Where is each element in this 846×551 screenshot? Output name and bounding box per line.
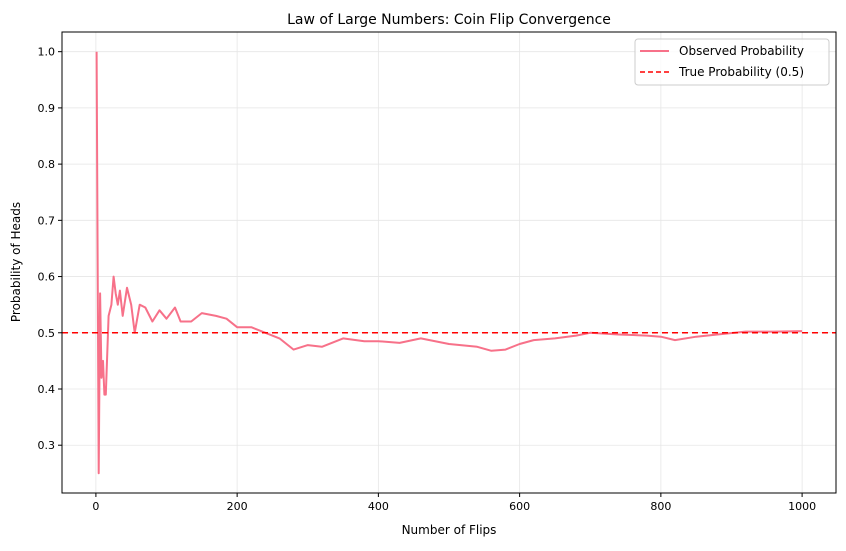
y-tick-label: 0.8 — [38, 158, 56, 171]
x-tick-label: 400 — [368, 500, 389, 513]
x-axis-label: Number of Flips — [402, 523, 497, 537]
y-axis-label: Probability of Heads — [9, 202, 23, 322]
x-tick-label: 200 — [227, 500, 248, 513]
legend-box — [634, 38, 830, 86]
chart-title: Law of Large Numbers: Coin Flip Converge… — [287, 12, 611, 28]
ticks: 0 200 400 600 800 1000 0.3 0.4 0.5 0.6 0.7 0.8 0.9 1.… — [38, 46, 817, 513]
grid — [62, 32, 836, 493]
observed-probability-line — [95, 51, 803, 475]
axes-frame — [61, 31, 837, 494]
y-tick-label: 0.9 — [38, 102, 56, 115]
legend-label-observed: Observed Probability — [679, 44, 804, 58]
y-tick-label: 0.5 — [38, 327, 56, 340]
x-tick-label: 600 — [509, 500, 530, 513]
y-tick-label: 0.4 — [38, 383, 56, 396]
x-tick-label: 0 — [92, 500, 99, 513]
y-tick-label: 0.3 — [38, 439, 56, 452]
y-tick-label: 1.0 — [38, 46, 56, 59]
legend: Observed Probability True Probability (0… — [634, 38, 830, 86]
plot-lines — [62, 51, 836, 475]
y-tick-label: 0.6 — [38, 271, 56, 284]
legend-label-true: True Probability (0.5) — [678, 65, 804, 79]
x-tick-label: 800 — [650, 500, 671, 513]
x-tick-label: 1000 — [788, 500, 816, 513]
y-tick-label: 0.7 — [38, 214, 56, 227]
